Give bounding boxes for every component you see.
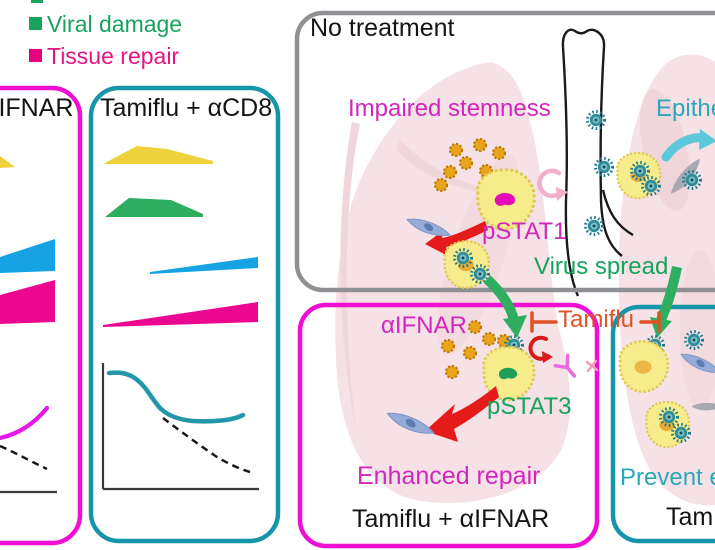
inhibition-tee-left-icon — [530, 311, 558, 333]
cytokine-dot-icon — [444, 364, 460, 380]
green-trapezoid — [105, 198, 203, 217]
blue-fibroblast-cell-icon — [679, 344, 715, 383]
trachea-illustration — [561, 28, 634, 297]
enhanced-repair-label: Enhanced repair — [357, 462, 541, 490]
tissue-repair-swatch-icon — [29, 49, 42, 62]
pstat1-label: pSTAT1 — [482, 218, 567, 245]
blue-fibroblast-cell-icon — [385, 401, 435, 446]
red-recycle-arrow-icon — [528, 335, 553, 363]
tamiflu-acd8-panel-shapes — [101, 146, 259, 491]
stem-cell-icon — [482, 345, 536, 402]
prevent-label: Prevent e — [620, 464, 715, 491]
panel-right-title: Tam — [666, 503, 714, 531]
panel-no-treatment-title: No treatment — [310, 14, 455, 42]
viral-damage-swatch-icon — [29, 17, 42, 30]
green-arrow-left-icon — [483, 275, 527, 338]
panel-aifnar-title: αIFNAR — [0, 94, 74, 122]
aifnar-panel-shapes — [0, 156, 57, 494]
epithelial-label: Epithe — [656, 95, 715, 122]
magenta-wedge — [0, 280, 55, 324]
pstat3-label: pSTAT3 — [487, 393, 572, 420]
panel-tamiflu-acd8-title: Tamiflu + αCD8 — [100, 94, 273, 122]
dashed-decline-curve — [0, 444, 48, 471]
cytokine-dot-icon — [462, 345, 478, 361]
magenta-wedge — [103, 302, 258, 327]
panel-tamiflu-aifnar-border — [297, 302, 600, 549]
aifnar-label: αIFNAR — [381, 312, 467, 339]
legend-viral-damage: Viral damage — [47, 11, 183, 37]
teal-migration-arrow-icon — [661, 129, 715, 162]
blue-wedge — [0, 239, 55, 273]
cytokine-dot-icon — [481, 331, 497, 347]
legend-cut-sliver — [31, 0, 43, 3]
cytokine-dot-icon — [448, 142, 464, 158]
panel-right-border — [610, 304, 715, 544]
yellow-wedge-tip — [0, 156, 15, 168]
teal-curve — [106, 370, 246, 424]
epithelial-cell-icon — [618, 340, 669, 393]
cytokine-dot-icon — [491, 145, 507, 161]
cytokine-dot-icon — [442, 164, 458, 180]
panel-aifnar-border — [0, 85, 83, 546]
tamiflu-label: Tamiflu — [558, 306, 635, 333]
tamiflu-aifnar-icons — [385, 311, 661, 446]
no-treatment-icons — [405, 110, 715, 338]
red-arrow-icon — [425, 386, 499, 442]
blue-wedge — [150, 257, 258, 274]
repair-curve — [0, 405, 50, 441]
dashed-decline-curve — [162, 417, 251, 474]
right-panel-icons — [618, 330, 715, 449]
cytokine-dot-icon — [467, 319, 483, 335]
cytokine-dot-icon — [458, 155, 474, 171]
stem-cell-icon — [476, 168, 536, 231]
blue-fibroblast-cell-icon — [405, 208, 451, 247]
virus-spread-label: Virus spread — [534, 253, 669, 280]
antibody-icon — [553, 353, 577, 378]
receptor-spark-icon — [585, 359, 599, 373]
cytokine-dot-icon — [440, 338, 456, 354]
panel-tamiflu-aifnar-title: Tamiflu + αIFNAR — [352, 505, 550, 533]
yellow-trapezoid — [103, 146, 213, 164]
inhibition-tee-right-icon — [639, 311, 661, 333]
cytokine-dot-icon — [472, 137, 488, 153]
panel-no-treatment-border — [294, 10, 715, 293]
pink-recycle-arrow-icon — [537, 168, 568, 201]
cytokine-dot-icon — [433, 177, 449, 193]
panel-tamiflu-acd8-border — [88, 85, 281, 544]
legend-tissue-repair: Tissue repair — [47, 43, 180, 69]
impaired-stemness-label: Impaired stemness — [348, 95, 551, 122]
red-arrow-icon — [425, 221, 488, 256]
